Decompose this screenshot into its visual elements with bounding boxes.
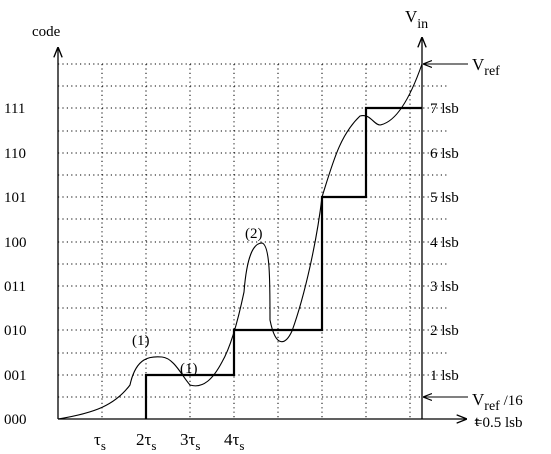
vref-label: Vref [472,55,500,79]
glitch-label: (1) [180,361,198,377]
lsb-label: 6 lsb [430,146,459,162]
y-axis-title: code [32,24,61,40]
lsb-label: 2 lsb [430,323,459,339]
code-labels: 000 001 010 011 100 101 110 111 [4,101,27,428]
code-label: 100 [4,235,27,251]
code-label: 000 [4,412,27,428]
code-label: 111 [4,101,25,117]
input-signal-curve [57,63,423,420]
code-label: 101 [4,190,27,206]
code-label: 010 [4,323,27,339]
time-label-2tau: 2τs [136,430,156,453]
glitch-label: (2) [245,226,263,242]
staircase-output [144,106,422,419]
lsb-label: 4 lsb [430,235,459,251]
code-label: 001 [4,368,27,384]
time-labels: τs 2τs 3τs 4τs [94,430,244,453]
lsb-labels: 1 lsb 2 lsb 3 lsb 4 lsb 5 lsb 6 lsb 7 ls… [430,101,459,384]
time-label-tau: τs [94,430,106,453]
code-label: 110 [4,146,26,162]
vin-title: Vin [405,7,428,32]
lsb-label: 1 lsb [430,368,459,384]
x-axis-title: t [475,414,480,430]
lsb-label: 5 lsb [430,190,459,206]
code-label: 011 [4,279,26,295]
time-label-3tau: 3τs [180,430,200,453]
glitch-label: (1) [132,333,150,349]
lsb-label: 3 lsb [430,279,459,295]
vref16-label: Vref /16 [472,390,523,414]
lsb-label: 7 lsb [430,101,459,117]
time-label-4tau: 4τs [224,430,244,453]
half-lsb-label: =0.5 lsb [474,415,522,431]
